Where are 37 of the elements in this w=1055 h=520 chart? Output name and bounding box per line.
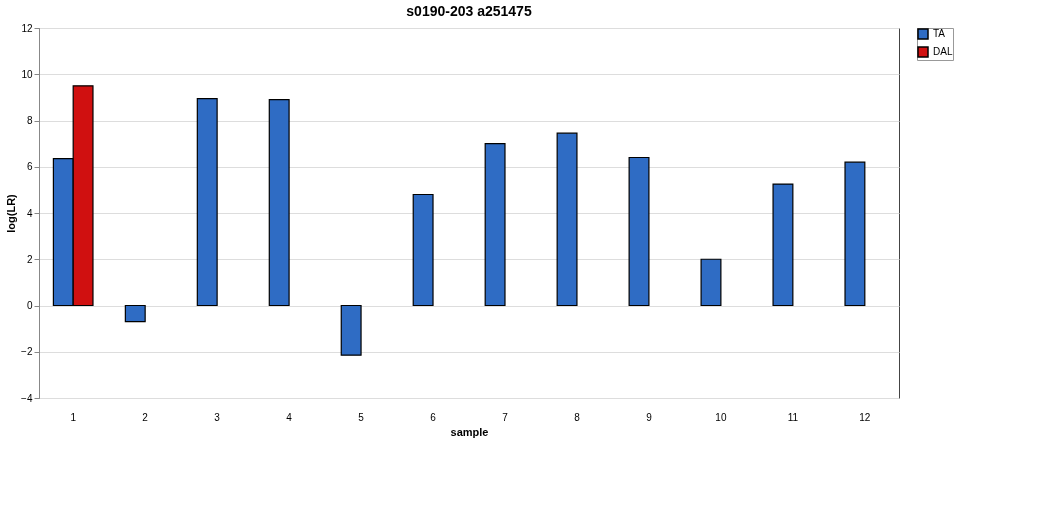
y-tick-label: 8 [26, 115, 33, 126]
y-tick-label: 4 [26, 207, 33, 219]
legend-label: TA [933, 28, 946, 39]
x-tick-label: 5 [358, 411, 365, 423]
bar [556, 132, 578, 307]
y-tick-label: −4 [21, 392, 33, 404]
y-axis-title: log(LR) [5, 193, 18, 233]
y-tick-label: 2 [26, 253, 33, 265]
y-tick-label: −2 [21, 346, 33, 358]
x-tick-label: 4 [286, 411, 293, 423]
x-tick-label: 2 [142, 411, 149, 423]
bar [340, 304, 362, 356]
y-tick-label: 10 [21, 68, 33, 80]
x-tick-label: 6 [430, 411, 437, 423]
x-tick-label: 1 [70, 411, 77, 423]
x-tick-label: 10 [715, 411, 727, 423]
bar [412, 193, 434, 307]
x-tick-label: 7 [502, 411, 509, 423]
y-tick-label: 6 [26, 161, 33, 173]
bar [196, 97, 218, 307]
x-tick-label: 3 [214, 411, 221, 423]
x-tick-label: 8 [574, 411, 581, 423]
bar [844, 161, 866, 307]
bar [484, 143, 506, 307]
x-axis-title: sample [450, 425, 489, 438]
x-tick-label: 9 [646, 411, 653, 423]
legend-label: DAL [933, 46, 953, 57]
y-tick-label: 12 [21, 22, 33, 34]
chart-title: s0190-203 a251475 [406, 3, 532, 19]
bar [124, 304, 146, 323]
y-tick-label: 0 [26, 300, 33, 311]
x-tick-label: 11 [787, 411, 799, 423]
bar [700, 258, 722, 307]
x-tick-label: 12 [859, 411, 871, 423]
bar [772, 183, 794, 307]
bar [268, 99, 290, 307]
bar [628, 156, 650, 307]
